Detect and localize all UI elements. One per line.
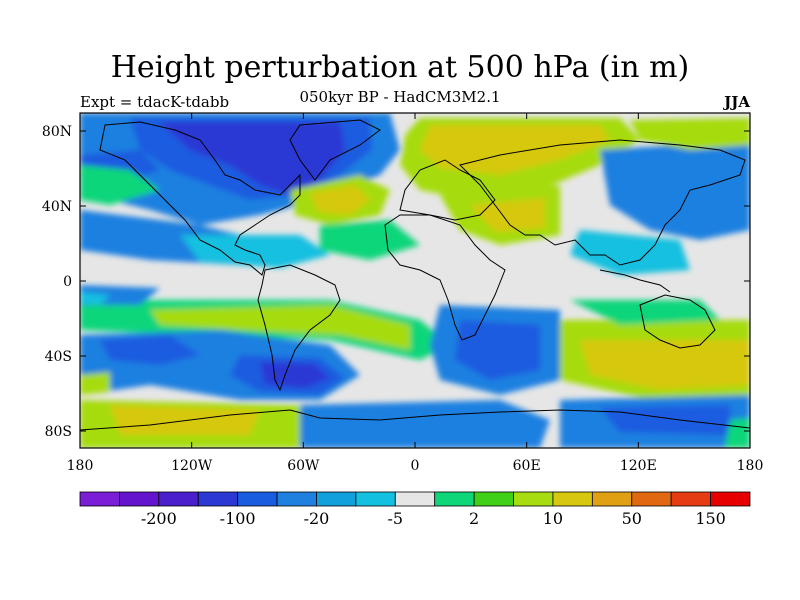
longitude-axis: 180 120W 60W 0 60E 120E 180	[67, 113, 764, 474]
season-label: JJA	[724, 93, 750, 111]
field-region	[100, 335, 200, 365]
colorbar-label: 50	[622, 509, 642, 528]
coastline-indonesia	[599, 269, 671, 293]
field-region	[260, 362, 330, 388]
coastline-africa	[384, 214, 506, 341]
field-region	[320, 220, 420, 260]
colorbar-swatch	[473, 491, 514, 507]
field-region	[570, 300, 720, 325]
coastline-europe	[399, 159, 496, 221]
colorbar-swatch	[394, 491, 436, 507]
colorbar-swatch	[119, 491, 160, 507]
field-region	[150, 305, 410, 350]
lat-tick-label: 40N	[42, 199, 72, 215]
coastline-asia	[459, 139, 746, 266]
chart-title: Height perturbation at 500 hPa (in m)	[110, 50, 690, 85]
latitude-axis: 80N 40N 0 40S 80S	[42, 124, 750, 440]
colorbar-swatch	[710, 491, 751, 507]
coastline-australia	[639, 294, 716, 349]
lon-tick-label: 180	[67, 458, 94, 474]
height-field	[80, 113, 750, 448]
colorbar-label: -100	[220, 509, 256, 528]
colorbar: -200 -100 -20 -5 2 10 50 150	[79, 491, 751, 528]
field-region	[80, 372, 110, 395]
field-region	[600, 405, 730, 435]
colorbar-label: 150	[695, 509, 726, 528]
colorbar-swatch	[316, 491, 357, 507]
colorbar-swatch	[79, 491, 120, 507]
colorbar-swatch	[513, 491, 554, 507]
experiment-label: Expt = tdacK-tdabb	[80, 93, 230, 111]
lat-tick-label: 80N	[42, 124, 72, 140]
field-region	[310, 185, 370, 215]
coastlines	[80, 119, 750, 431]
field-region	[630, 118, 750, 150]
colorbar-swatch	[197, 491, 239, 507]
field-region	[600, 140, 750, 240]
coastline-north-america	[99, 121, 301, 276]
colorbar-swatch	[158, 491, 199, 507]
colorbar-swatch	[237, 491, 278, 507]
coastline-greenland	[289, 119, 381, 181]
coastline-antarctica	[80, 409, 750, 431]
field-region	[180, 235, 330, 268]
field-region	[570, 230, 690, 275]
colorbar-swatch	[552, 491, 593, 507]
coastline-south-america	[257, 264, 341, 392]
colorbar-swatch	[591, 491, 633, 507]
lon-tick-label: 60E	[513, 458, 541, 474]
field-region	[580, 340, 750, 390]
field-region	[420, 125, 610, 175]
lon-tick-label: 180	[737, 458, 764, 474]
field-region	[110, 405, 260, 435]
lat-tick-label: 80S	[45, 424, 72, 440]
lat-tick-label: 0	[63, 274, 72, 290]
colorbar-swatch	[670, 491, 711, 507]
colorbar-label: -5	[387, 509, 403, 528]
colorbar-label: 2	[469, 509, 479, 528]
colorbar-swatch	[355, 491, 396, 507]
chart-subtitle: 050kyr BP - HadCM3M2.1	[299, 88, 501, 106]
field-region	[300, 400, 550, 448]
field-region	[80, 165, 160, 205]
field-region	[455, 320, 540, 380]
colorbar-label: -200	[141, 509, 177, 528]
lat-tick-label: 40S	[45, 349, 72, 365]
lon-tick-label: 120E	[620, 458, 657, 474]
field-region	[80, 292, 110, 305]
lon-tick-label: 0	[411, 458, 420, 474]
colorbar-swatch	[434, 491, 475, 507]
colorbar-label: -20	[304, 509, 330, 528]
colorbar-swatch	[276, 491, 317, 507]
colorbar-swatch	[631, 491, 672, 507]
colorbar-label: 10	[543, 509, 563, 528]
lon-tick-label: 120W	[171, 458, 213, 474]
lon-tick-label: 60W	[287, 458, 320, 474]
